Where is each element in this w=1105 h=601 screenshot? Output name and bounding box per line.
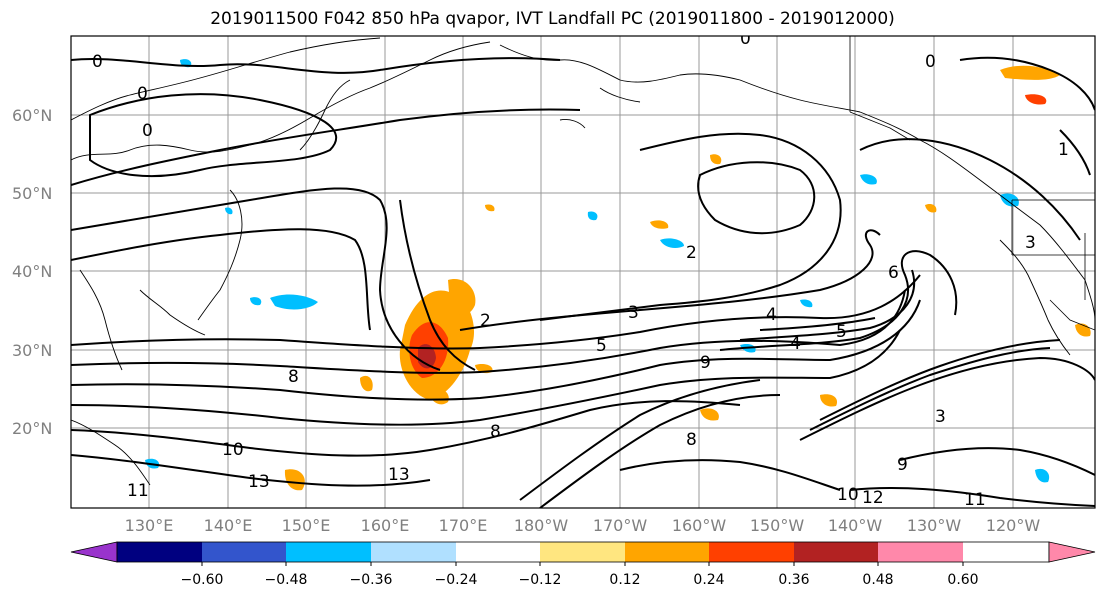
colorbar-tick-label: −0.36 xyxy=(350,572,393,588)
lon-label: 130°E xyxy=(125,516,174,535)
contour-label: 5 xyxy=(836,322,847,342)
colorbar-tick-label: 0.12 xyxy=(609,572,640,588)
lon-label: 150°W xyxy=(750,516,805,535)
colorbar-tick-label: 0.48 xyxy=(862,572,893,588)
contour-label: 0 xyxy=(740,29,751,49)
colorbar-segment xyxy=(540,542,625,562)
contour-label: 9 xyxy=(897,455,908,475)
contour-labels: 0 0 0 0 0 1 2 2 3 3 3 4 4 5 5 6 8 8 8 9 … xyxy=(92,29,1069,510)
colorbar-segment xyxy=(286,542,371,562)
colorbar-segment xyxy=(371,542,456,562)
map-title: 2019011500 F042 850 hPa qvapor, IVT Land… xyxy=(210,9,895,29)
colorbar-tick-label: −0.24 xyxy=(435,572,478,588)
lon-label: 150°E xyxy=(282,516,331,535)
colorbar-extend-low xyxy=(70,541,118,563)
contour-label: 2 xyxy=(686,243,697,263)
colorbar-segment xyxy=(963,542,1049,562)
contour-label: 0 xyxy=(142,121,153,141)
colorbar-segment xyxy=(117,542,202,562)
contour-label: 8 xyxy=(490,422,501,442)
map-frame xyxy=(70,35,1096,509)
lon-label: 160°W xyxy=(672,516,727,535)
political-borders xyxy=(849,36,1095,331)
lat-label: 60°N xyxy=(12,106,52,125)
contour-label: 4 xyxy=(766,305,777,325)
colorbar-extend-high xyxy=(1048,541,1096,563)
map-area xyxy=(71,36,1095,508)
contour-label: 11 xyxy=(127,481,149,501)
contour-label: 0 xyxy=(92,52,103,72)
colorbar-tick-label: 0.36 xyxy=(778,572,809,588)
colorbar-tick-label: −0.60 xyxy=(181,572,224,588)
colorbar-segment xyxy=(202,542,286,562)
contour-label: 2 xyxy=(480,311,491,331)
colorbar-segment xyxy=(709,542,794,562)
graticule xyxy=(71,36,1095,508)
lat-label: 30°N xyxy=(12,341,52,360)
colorbar-tick-label: −0.48 xyxy=(265,572,308,588)
contour-label: 10 xyxy=(222,440,244,460)
lon-label: 140°W xyxy=(828,516,883,535)
lon-label: 170°E xyxy=(439,516,488,535)
colorbar-segment xyxy=(794,542,878,562)
contour-label: 8 xyxy=(288,367,299,387)
contour-label: 0 xyxy=(925,52,936,72)
lon-label: 160°E xyxy=(361,516,410,535)
colorbar: −0.60 −0.48 −0.36 −0.24 −0.12 0.12 0.24 0.36 0.4… xyxy=(70,541,1096,588)
colorbar-segment xyxy=(625,542,709,562)
contour-label: 4 xyxy=(790,334,801,354)
contour-label: 5 xyxy=(596,336,607,356)
contour-label: 3 xyxy=(628,303,639,323)
longitude-labels: 130°E 140°E 150°E 160°E 170°E 180°W 170°… xyxy=(125,516,1041,535)
lon-label: 120°W xyxy=(986,516,1041,535)
contour-label: 3 xyxy=(935,407,946,427)
colorbar-tick-label: 0.24 xyxy=(693,572,724,588)
lon-label: 130°W xyxy=(907,516,962,535)
colorbar-tick-label: 0.60 xyxy=(947,572,978,588)
contour-label: 1 xyxy=(1058,140,1069,160)
contour-label: 12 xyxy=(862,488,884,508)
lat-label: 20°N xyxy=(12,419,52,438)
colorbar-segment xyxy=(878,542,963,562)
lon-label: 170°W xyxy=(593,516,648,535)
contour-label: 3 xyxy=(1025,233,1036,253)
contour-label: 11 xyxy=(964,490,986,510)
contour-label: 13 xyxy=(388,465,410,485)
contour-label: 10 xyxy=(837,485,859,505)
colorbar-segment xyxy=(456,542,540,562)
qvapor-negative-shading xyxy=(145,59,1050,483)
lon-label: 180°W xyxy=(514,516,569,535)
lon-label: 140°E xyxy=(204,516,253,535)
contour-label: 13 xyxy=(248,472,270,492)
colorbar-tick-label: −0.12 xyxy=(519,572,562,588)
contour-label: 8 xyxy=(686,430,697,450)
ivt-contours xyxy=(71,56,1095,508)
latitude-labels: 60°N 50°N 40°N 30°N 20°N xyxy=(12,106,52,438)
contour-label: 6 xyxy=(888,263,899,283)
lat-label: 40°N xyxy=(12,262,52,281)
contour-label: 0 xyxy=(137,84,148,104)
contour-label: 9 xyxy=(700,353,711,373)
lat-label: 50°N xyxy=(12,184,52,203)
